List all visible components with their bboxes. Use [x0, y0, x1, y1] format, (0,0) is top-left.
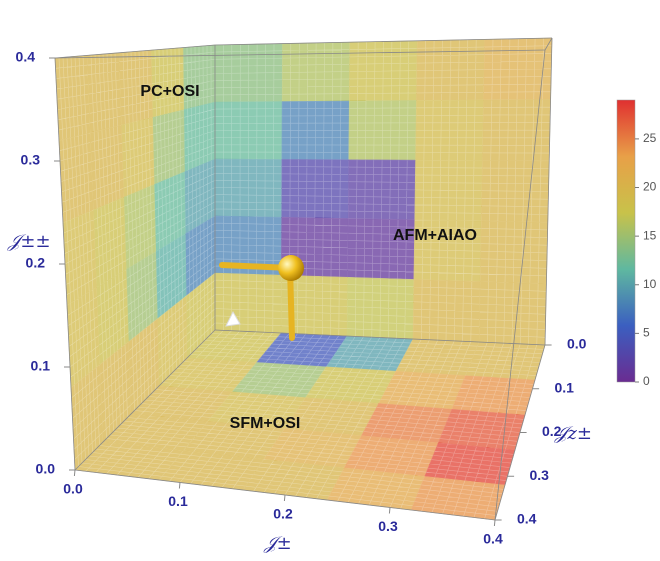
colorbar-tick-label: 0 [643, 374, 650, 388]
colorbar [617, 100, 635, 382]
y-tick-label: 0.2 [26, 255, 46, 271]
z-tick-label: 0.2 [542, 423, 562, 439]
colorbar-tick-label: 5 [643, 326, 650, 340]
x-tick-mark [284, 495, 285, 501]
x-tick-label: 0.3 [378, 518, 398, 534]
chart: PC+OSI AFM+AIAO SFM+OSI 𝒥± 𝒥±± 𝒥z± 0.00.… [0, 0, 660, 556]
region-label: PC+OSI [140, 83, 199, 100]
z-tick-label: 0.1 [555, 379, 575, 395]
colorbar-tick-label: 10 [643, 277, 657, 291]
y-tick-label: 0.4 [16, 49, 36, 65]
region-label: SFM+OSI [230, 415, 301, 432]
colorbar-tick-label: 25 [643, 131, 657, 145]
y-tick-label: 0.3 [21, 152, 41, 168]
z-tick-label: 0.4 [517, 511, 537, 527]
y-tick-label: 0.1 [31, 358, 51, 374]
x-tick-mark [74, 470, 75, 476]
x-tick-mark [389, 508, 390, 514]
z-tick-label: 0.0 [567, 336, 587, 352]
x-tick-label: 0.0 [63, 481, 83, 497]
y-axis-label: 𝒥±± [7, 231, 51, 252]
colorbar-tick-label: 20 [643, 180, 657, 194]
region-label: AFM+AIAO [393, 227, 477, 244]
y-tick-label: 0.0 [36, 461, 56, 477]
x-tick-label: 0.4 [483, 531, 503, 547]
x-tick-label: 0.1 [168, 493, 188, 509]
x-tick-mark [494, 520, 495, 526]
z-tick-label: 0.3 [530, 467, 550, 483]
x-tick-label: 0.2 [273, 506, 293, 522]
x-tick-mark [179, 483, 180, 489]
x-axis-label: 𝒥± [263, 533, 292, 554]
colorbar-tick-label: 15 [643, 228, 657, 242]
glyph-sphere [278, 255, 304, 281]
